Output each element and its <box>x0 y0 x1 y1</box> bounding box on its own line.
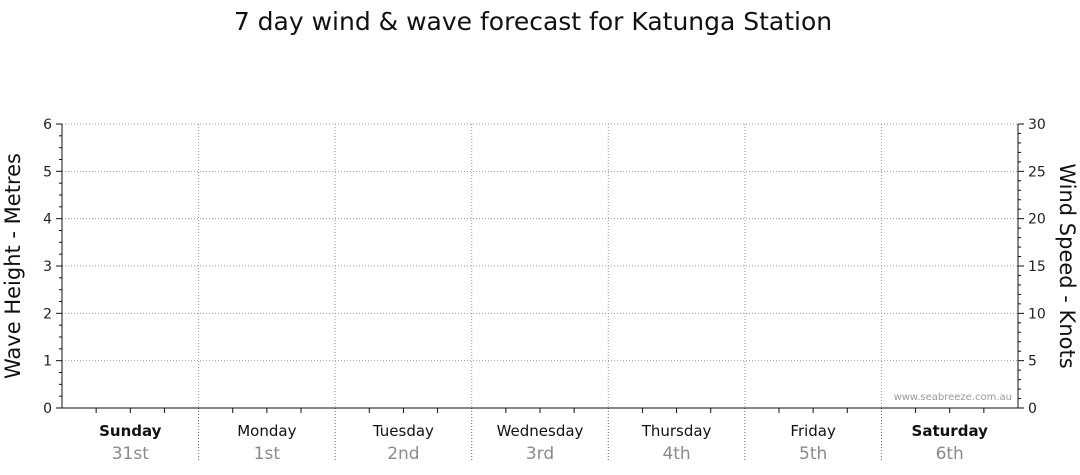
right-tick-label: 30 <box>1028 117 1046 133</box>
right-tick-label: 25 <box>1028 164 1046 180</box>
day-date-label: 5th <box>799 444 827 464</box>
chart-title: 7 day wind & wave forecast for Katunga S… <box>234 7 832 36</box>
chart-grid <box>62 123 1018 462</box>
day-date-label: 31st <box>112 444 149 464</box>
right-tick-label: 15 <box>1028 259 1046 275</box>
day-name-label: Tuesday <box>372 422 434 440</box>
day-name-label: Wednesday <box>497 422 584 440</box>
day-date-label: 1st <box>254 444 281 464</box>
right-axis-title: Wind Speed - Knots <box>1055 163 1079 368</box>
right-tick-label: 20 <box>1028 212 1046 228</box>
left-tick-label: 5 <box>43 164 52 180</box>
day-name-label: Saturday <box>912 422 989 440</box>
right-tick-label: 10 <box>1028 306 1046 322</box>
left-tick-label: 4 <box>43 212 52 228</box>
day-date-label: 3rd <box>526 444 554 464</box>
day-labels: Sunday 31st Monday 1st Tuesday 2nd Wednesday 3r… <box>99 422 988 464</box>
day-name-label: Monday <box>237 422 296 440</box>
left-tick-label: 1 <box>43 354 52 370</box>
day-date-label: 2nd <box>387 444 419 464</box>
day-name-label: Sunday <box>99 422 162 440</box>
day-date-label: 4th <box>662 444 690 464</box>
chart-axes <box>61 124 1019 413</box>
right-tick-label: 5 <box>1028 354 1037 370</box>
left-tick-label: 2 <box>43 306 52 322</box>
left-axis-ticks: 0 1 2 3 4 5 6 <box>43 117 62 417</box>
day-name-label: Friday <box>790 422 836 440</box>
left-tick-label: 6 <box>43 117 52 133</box>
day-name-label: Thursday <box>641 422 712 440</box>
left-tick-label: 0 <box>43 401 52 417</box>
right-axis-ticks: 0 5 10 15 20 25 30 <box>1018 117 1046 417</box>
right-tick-label: 0 <box>1028 401 1037 417</box>
day-date-label: 6th <box>936 444 964 464</box>
left-tick-label: 3 <box>43 259 52 275</box>
watermark: www.seabreeze.com.au <box>894 392 1012 403</box>
left-axis-title: Wave Height - Metres <box>1 153 25 379</box>
